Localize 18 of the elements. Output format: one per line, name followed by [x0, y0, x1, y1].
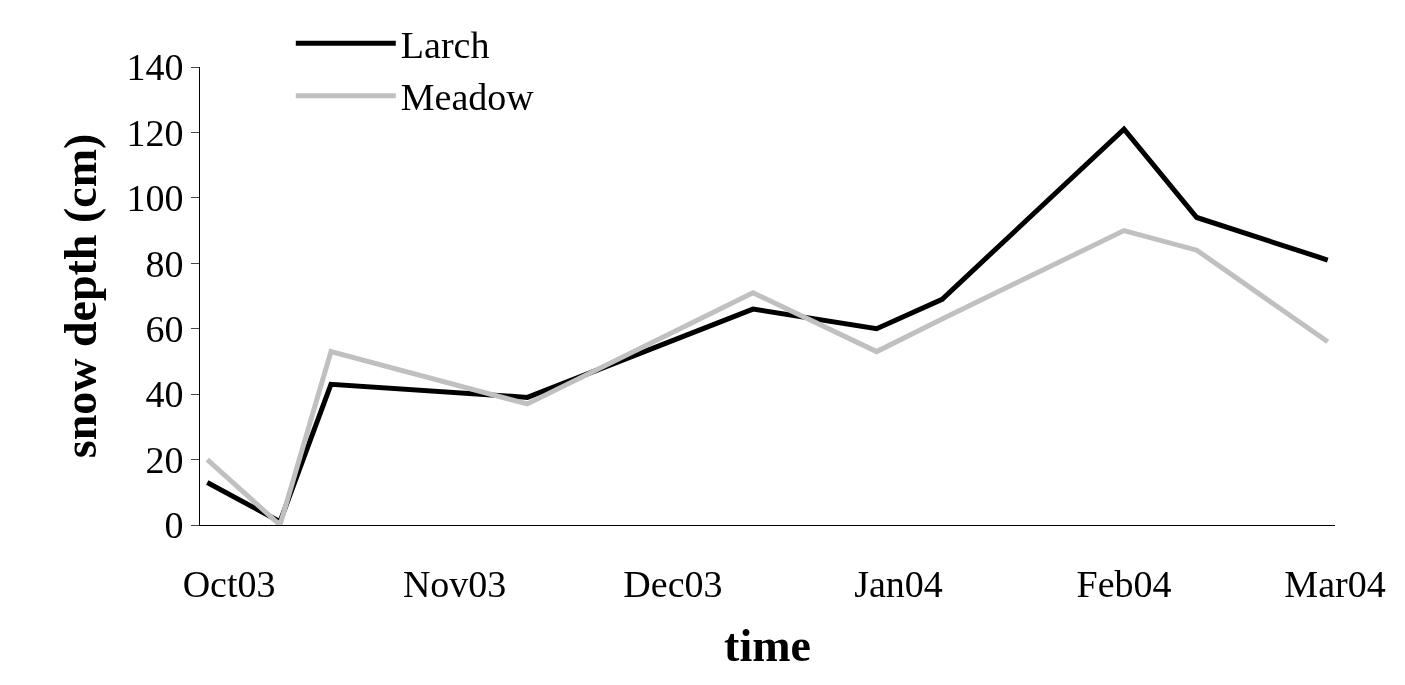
y-tick-label: 60 [145, 308, 184, 351]
y-tick-label: 40 [145, 373, 184, 416]
y-axis-title: snow depth (cm) [54, 133, 106, 459]
x-axis-title: time [724, 620, 811, 672]
x-tick-label: Dec03 [623, 562, 723, 605]
y-tick-label: 100 [126, 177, 184, 220]
x-tick-label: Oct03 [182, 562, 276, 605]
x-tick-label: Mar04 [1284, 562, 1386, 605]
y-tick-label: 0 [164, 504, 184, 547]
x-tick-label: Jan04 [854, 562, 943, 605]
legend-label: Meadow [400, 76, 535, 119]
y-tick-label: 20 [145, 438, 184, 481]
x-tick-label: Feb04 [1076, 562, 1172, 605]
y-tick-label: 140 [126, 46, 184, 89]
x-tick-label: Nov03 [402, 562, 507, 605]
y-tick-label: 120 [126, 111, 184, 154]
legend-label: Larch [400, 24, 490, 67]
y-tick-label: 80 [145, 242, 184, 285]
